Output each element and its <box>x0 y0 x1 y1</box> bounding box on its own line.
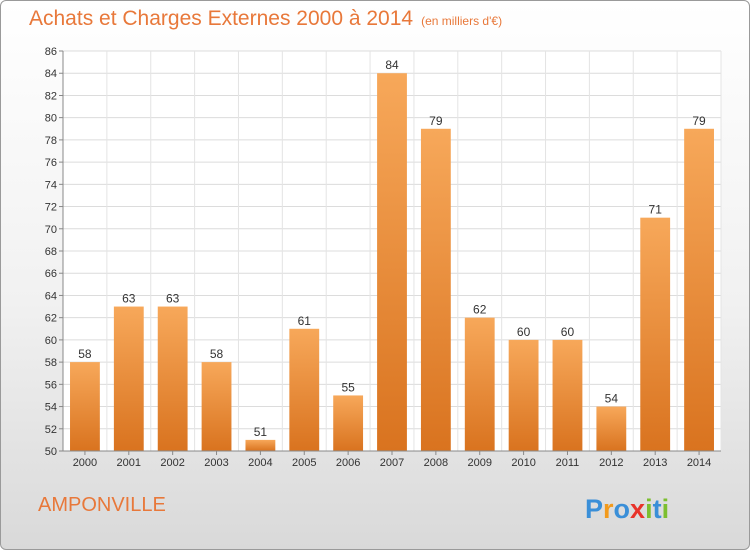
bar-2012 <box>596 406 627 451</box>
data-label-2003: 58 <box>210 347 224 361</box>
chart-title-unit: (en milliers d'€) <box>421 14 503 28</box>
x-tick-label-2003: 2003 <box>204 457 228 469</box>
bar-2009 <box>464 317 495 451</box>
bar-2004 <box>245 439 276 451</box>
data-label-2001: 63 <box>122 292 136 306</box>
x-tick-label-2013: 2013 <box>643 457 667 469</box>
y-tick-label: 50 <box>45 446 57 458</box>
y-tick-label: 72 <box>45 202 57 214</box>
x-tick-label-2008: 2008 <box>424 457 448 469</box>
x-tick-label-2006: 2006 <box>336 457 360 469</box>
x-tick-label-2010: 2010 <box>511 457 535 469</box>
bar-2007 <box>377 73 407 451</box>
data-label-2012: 54 <box>605 392 619 406</box>
bar-2013 <box>640 217 671 451</box>
bar-2003 <box>201 362 232 451</box>
data-label-2010: 60 <box>517 325 531 339</box>
data-label-2004: 51 <box>254 425 268 439</box>
y-tick-label: 78 <box>45 135 57 147</box>
proxiti-logo: Proxiti <box>585 494 669 524</box>
data-label-2005: 61 <box>298 314 312 328</box>
y-tick-label: 66 <box>45 268 57 280</box>
svg-text:Proxiti: Proxiti <box>585 494 669 524</box>
data-label-2011: 60 <box>561 325 575 339</box>
y-tick-label: 86 <box>45 46 57 58</box>
bar-2000 <box>70 362 100 451</box>
x-tick-label-2014: 2014 <box>687 457 711 469</box>
bar-2001 <box>113 306 144 451</box>
y-tick-label: 80 <box>45 113 57 125</box>
y-tick-label: 68 <box>45 246 57 258</box>
y-tick-label: 62 <box>45 313 57 325</box>
x-tick-label-2004: 2004 <box>248 457 272 469</box>
bar-2002 <box>157 306 188 451</box>
data-label-2006: 55 <box>341 380 355 394</box>
bar-2014 <box>684 128 714 451</box>
y-tick-label: 54 <box>45 402 57 414</box>
data-label-2007: 84 <box>385 58 399 72</box>
x-tick-label-2009: 2009 <box>467 457 491 469</box>
y-tick-label: 56 <box>45 379 57 391</box>
x-tick-label-2001: 2001 <box>117 457 141 469</box>
x-tick-label-2012: 2012 <box>599 457 623 469</box>
bar-2006 <box>333 395 364 451</box>
data-label-2014: 79 <box>692 114 706 128</box>
y-tick-label: 52 <box>45 424 57 436</box>
y-tick-label: 64 <box>45 290 57 302</box>
y-tick-label: 82 <box>45 90 57 102</box>
x-tick-label-2005: 2005 <box>292 457 316 469</box>
y-tick-label: 74 <box>45 179 57 191</box>
y-tick-label: 76 <box>45 157 57 169</box>
bar-2010 <box>508 339 539 451</box>
chart-title: Achats et Charges Externes 2000 à 2014 (e… <box>29 7 502 31</box>
data-label-2000: 58 <box>78 347 92 361</box>
bar-2011 <box>552 339 583 451</box>
chart-title-main: Achats et Charges Externes 2000 à 2014 <box>29 7 414 30</box>
bar-2008 <box>420 128 451 451</box>
x-tick-label-2007: 2007 <box>380 457 404 469</box>
bars: 58 63 63 58 51 61 55 84 79 62 60 60 54 71 79 <box>70 58 714 451</box>
x-tick-label-2002: 2002 <box>160 457 184 469</box>
data-label-2008: 79 <box>429 114 443 128</box>
city-name: AMPONVILLE <box>38 494 166 516</box>
x-tick-label-2011: 2011 <box>556 457 580 469</box>
axes: 50 52 54 56 58 60 62 64 66 68 70 72 74 76 78 80 82 84 86 20… <box>45 46 721 469</box>
bar-2005 <box>289 328 320 451</box>
y-tick-label: 58 <box>45 357 57 369</box>
x-tick-label-2000: 2000 <box>73 457 97 469</box>
data-label-2013: 71 <box>649 203 663 217</box>
data-label-2009: 62 <box>473 303 487 317</box>
y-tick-label: 84 <box>45 68 57 80</box>
y-tick-label: 60 <box>45 335 57 347</box>
y-tick-label: 70 <box>45 224 57 236</box>
data-label-2002: 63 <box>166 292 180 306</box>
